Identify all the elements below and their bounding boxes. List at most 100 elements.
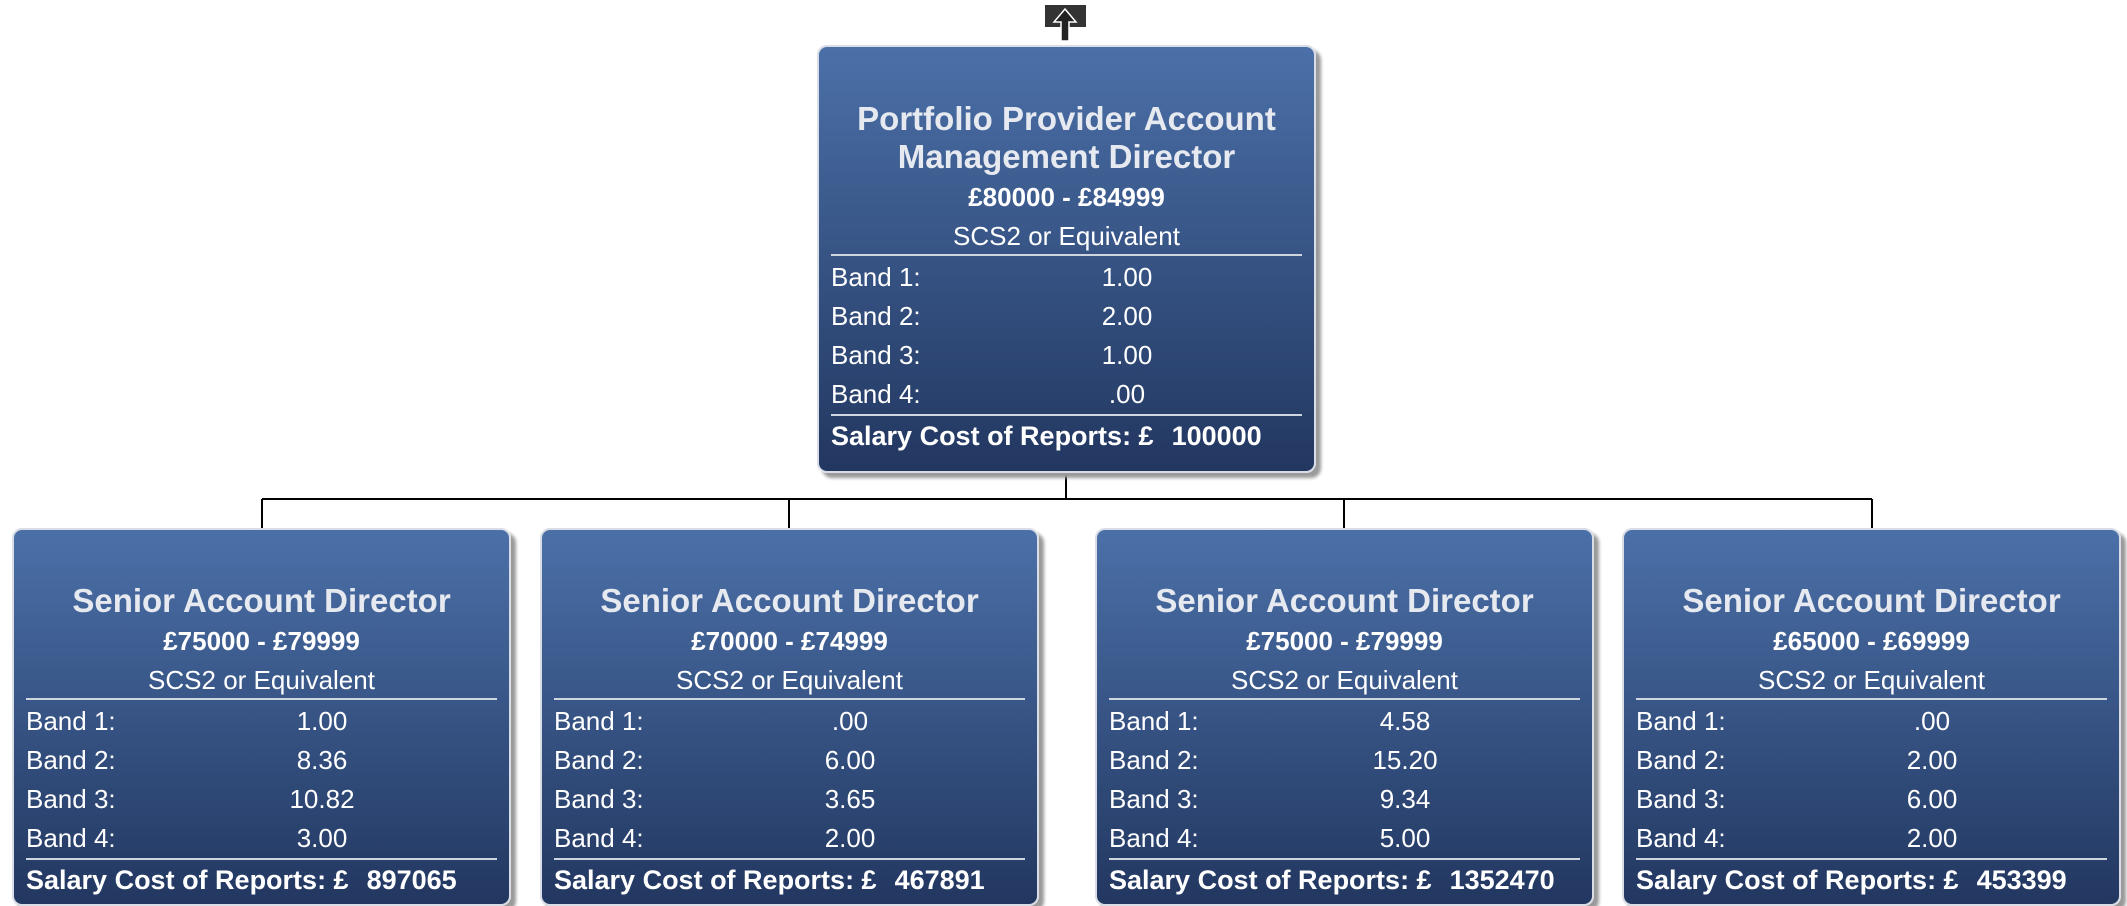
- salary-cost: Salary Cost of Reports: £ 100000: [831, 416, 1302, 456]
- band-value: 10.82: [289, 784, 355, 814]
- band-row: Band 1: .00: [1636, 702, 2107, 741]
- grade: SCS2 or Equivalent: [1109, 662, 1580, 700]
- band-label: Band 2:: [1636, 745, 1726, 775]
- salary-cost: Salary Cost of Reports: £ 897065: [26, 860, 497, 900]
- cost-value: 453399: [1976, 865, 2067, 895]
- band-value: 2.00: [1906, 745, 1958, 775]
- band-label: Band 3:: [1109, 784, 1199, 814]
- band-value: 8.36: [296, 745, 348, 775]
- band-value: 1.00: [296, 706, 348, 736]
- band-row: Band 2: 6.00: [554, 741, 1025, 780]
- band-value: .00: [1108, 379, 1146, 409]
- grade: SCS2 or Equivalent: [554, 662, 1025, 700]
- band-list: Band 1: .00 Band 2: 2.00 Band 3: 6.00 Band 4: 2…: [1636, 700, 2107, 860]
- salary-cost: Salary Cost of Reports: £ 1352470: [1109, 860, 1580, 900]
- band-row: Band 1: .00: [554, 702, 1025, 741]
- node-title: Senior Account Director: [600, 582, 979, 619]
- band-value: 6.00: [824, 745, 876, 775]
- node-title: Senior Account Director: [1682, 582, 2061, 619]
- band-row: Band 3: 6.00: [1636, 780, 2107, 819]
- band-value: .00: [1913, 706, 1951, 736]
- band-value: 1.00: [1101, 262, 1153, 292]
- salary-cost: Salary Cost of Reports: £ 453399: [1636, 860, 2107, 900]
- node-title: Portfolio Provider Account Management Di…: [857, 100, 1276, 175]
- band-row: Band 4: 2.00: [554, 819, 1025, 858]
- band-list: Band 1: .00 Band 2: 6.00 Band 3: 3.65 Band 4: 2…: [554, 700, 1025, 860]
- band-list: Band 1: 1.00 Band 2: 2.00 Band 3: 1.00 Band 4:…: [831, 256, 1302, 416]
- band-row: Band 3: 3.65: [554, 780, 1025, 819]
- band-value: 4.58: [1379, 706, 1431, 736]
- salary-range: £65000 - £69999: [1773, 626, 1970, 656]
- band-value: 3.00: [296, 823, 348, 853]
- band-label: Band 1:: [1636, 706, 1726, 736]
- band-label: Band 4:: [1109, 823, 1199, 853]
- band-label: Band 4:: [831, 379, 921, 409]
- band-list: Band 1: 4.58 Band 2: 15.20 Band 3: 9.34 Band 4…: [1109, 700, 1580, 860]
- cost-value: 100000: [1171, 421, 1262, 451]
- band-label: Band 1:: [26, 706, 116, 736]
- salary-range: £75000 - £79999: [1246, 626, 1443, 656]
- grade: SCS2 or Equivalent: [831, 218, 1302, 256]
- band-row: Band 2: 15.20: [1109, 741, 1580, 780]
- band-value: 6.00: [1906, 784, 1958, 814]
- cost-value: 467891: [894, 865, 985, 895]
- band-row: Band 4: 3.00: [26, 819, 497, 858]
- band-label: Band 4:: [26, 823, 116, 853]
- band-row: Band 3: 9.34: [1109, 780, 1580, 819]
- band-label: Band 3:: [26, 784, 116, 814]
- band-value: 2.00: [1101, 301, 1153, 331]
- band-value: 2.00: [824, 823, 876, 853]
- band-row: Band 2: 8.36: [26, 741, 497, 780]
- band-label: Band 2:: [831, 301, 921, 331]
- cost-label: Salary Cost of Reports: £: [554, 865, 877, 895]
- band-value: 9.34: [1379, 784, 1431, 814]
- band-label: Band 3:: [554, 784, 644, 814]
- org-node: Senior Account Director £75000 - £79999 SC…: [12, 528, 511, 906]
- cost-label: Salary Cost of Reports: £: [26, 865, 349, 895]
- band-value: 5.00: [1379, 823, 1431, 853]
- org-node: Portfolio Provider Account Management Di…: [817, 45, 1316, 473]
- band-label: Band 2:: [1109, 745, 1199, 775]
- salary-range: £70000 - £74999: [691, 626, 888, 656]
- band-row: Band 4: 5.00: [1109, 819, 1580, 858]
- grade: SCS2 or Equivalent: [1636, 662, 2107, 700]
- band-label: Band 1:: [554, 706, 644, 736]
- band-row: Band 1: 1.00: [26, 702, 497, 741]
- band-value: 1.00: [1101, 340, 1153, 370]
- band-value: .00: [831, 706, 869, 736]
- org-node: Senior Account Director £65000 - £69999 SC…: [1622, 528, 2121, 906]
- node-title: Senior Account Director: [1155, 582, 1534, 619]
- band-label: Band 1:: [1109, 706, 1199, 736]
- band-list: Band 1: 1.00 Band 2: 8.36 Band 3: 10.82 Band 4…: [26, 700, 497, 860]
- salary-range: £80000 - £84999: [968, 182, 1165, 212]
- band-row: Band 4: .00: [831, 375, 1302, 414]
- band-label: Band 4:: [554, 823, 644, 853]
- band-label: Band 4:: [1636, 823, 1726, 853]
- band-value: 2.00: [1906, 823, 1958, 853]
- band-value: 3.65: [824, 784, 876, 814]
- up-icon[interactable]: [1045, 5, 1086, 42]
- band-row: Band 4: 2.00: [1636, 819, 2107, 858]
- cost-label: Salary Cost of Reports: £: [831, 421, 1154, 451]
- band-row: Band 1: 1.00: [831, 258, 1302, 297]
- band-row: Band 3: 1.00: [831, 336, 1302, 375]
- org-node: Senior Account Director £70000 - £74999 SC…: [540, 528, 1039, 906]
- cost-label: Salary Cost of Reports: £: [1636, 865, 1959, 895]
- band-label: Band 2:: [554, 745, 644, 775]
- band-row: Band 3: 10.82: [26, 780, 497, 819]
- band-row: Band 2: 2.00: [831, 297, 1302, 336]
- cost-value: 897065: [366, 865, 457, 895]
- band-label: Band 3:: [1636, 784, 1726, 814]
- band-label: Band 2:: [26, 745, 116, 775]
- cost-value: 1352470: [1449, 865, 1555, 895]
- org-node: Senior Account Director £75000 - £79999 SC…: [1095, 528, 1594, 906]
- cost-label: Salary Cost of Reports: £: [1109, 865, 1432, 895]
- salary-range: £75000 - £79999: [163, 626, 360, 656]
- band-label: Band 3:: [831, 340, 921, 370]
- salary-cost: Salary Cost of Reports: £ 467891: [554, 860, 1025, 900]
- band-row: Band 2: 2.00: [1636, 741, 2107, 780]
- grade: SCS2 or Equivalent: [26, 662, 497, 700]
- band-label: Band 1:: [831, 262, 921, 292]
